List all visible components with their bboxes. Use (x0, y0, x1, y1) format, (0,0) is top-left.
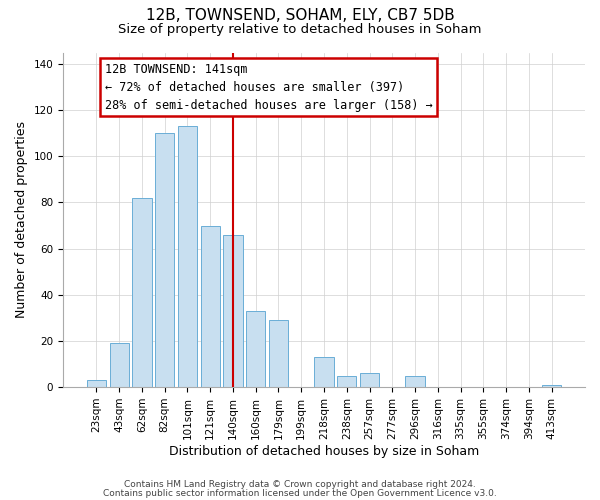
Bar (87, 380, 106, 387)
Text: Size of property relative to detached houses in Soham: Size of property relative to detached ho… (118, 22, 482, 36)
X-axis label: Distribution of detached houses by size in Soham: Distribution of detached houses by size … (169, 444, 479, 458)
Bar (246, 311, 265, 387)
Bar (269, 320, 288, 387)
Text: 12B TOWNSEND: 141sqm
← 72% of detached houses are smaller (397)
28% of semi-deta: 12B TOWNSEND: 141sqm ← 72% of detached h… (105, 62, 433, 112)
Text: Contains public sector information licensed under the Open Government Licence v3: Contains public sector information licen… (103, 488, 497, 498)
Bar (132, 198, 152, 387)
Text: 12B, TOWNSEND, SOHAM, ELY, CB7 5DB: 12B, TOWNSEND, SOHAM, ELY, CB7 5DB (146, 8, 454, 22)
Bar (314, 357, 334, 387)
Bar (178, 126, 197, 387)
Bar (200, 226, 220, 387)
Bar (542, 385, 561, 387)
Text: Contains HM Land Registry data © Crown copyright and database right 2024.: Contains HM Land Registry data © Crown c… (124, 480, 476, 489)
Bar (360, 374, 379, 387)
Bar (155, 134, 175, 387)
Bar (337, 376, 356, 387)
Bar (406, 376, 425, 387)
Y-axis label: Number of detached properties: Number of detached properties (15, 122, 28, 318)
Bar (110, 344, 129, 387)
Bar (223, 235, 242, 387)
